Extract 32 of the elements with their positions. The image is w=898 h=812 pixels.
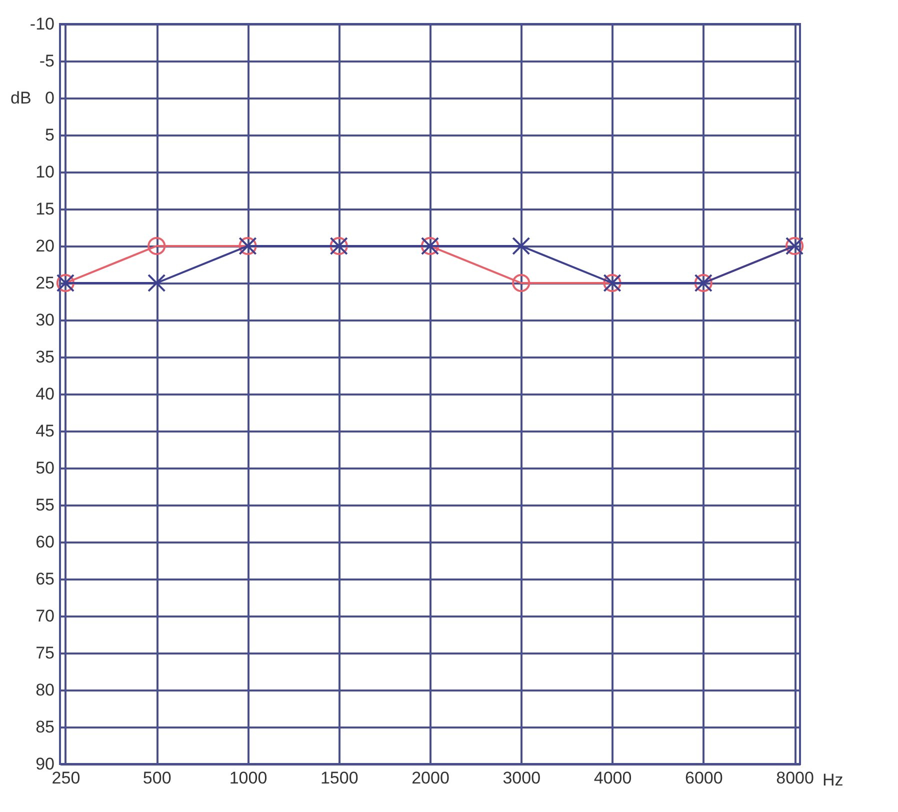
- x-tick-label: 1000: [229, 768, 268, 788]
- y-tick-label: 45: [36, 422, 54, 440]
- y-tick-label: 80: [36, 680, 54, 700]
- y-tick-label: 85: [36, 718, 54, 736]
- y-tick-label: 35: [36, 348, 54, 366]
- y-tick-label: 90: [36, 754, 54, 774]
- y-tick-label: 50: [36, 458, 54, 478]
- y-tick-label: 20: [36, 236, 54, 256]
- y-tick-label: 10: [36, 162, 54, 182]
- y-tick-label: 40: [36, 384, 54, 404]
- x-tick-label: 6000: [684, 768, 723, 788]
- y-tick-label: 30: [36, 310, 54, 330]
- y-tick-label: 15: [36, 200, 54, 218]
- y-tick-label: 75: [36, 644, 54, 662]
- x-axis-title: Hz: [822, 770, 844, 790]
- x-tick-label: 3000: [502, 768, 541, 788]
- x-tick-label: 8000: [776, 768, 814, 788]
- y-tick-label: 0: [45, 88, 54, 108]
- y-tick-label: 5: [45, 126, 54, 144]
- x-tick-label: 4000: [594, 768, 632, 788]
- x-tick-label: 2000: [412, 768, 450, 788]
- y-tick-label: -10: [30, 14, 54, 34]
- x-tick-label: 500: [142, 768, 172, 788]
- y-tick-label: 25: [36, 274, 54, 292]
- y-axis-title: dB: [10, 88, 32, 108]
- y-tick-label: 60: [36, 532, 54, 552]
- x-tick-label: 250: [52, 768, 80, 788]
- y-tick-label: -5: [39, 52, 54, 70]
- y-tick-label: 55: [36, 496, 54, 514]
- y-tick-label: 70: [36, 606, 54, 626]
- x-tick-label: 1500: [320, 768, 358, 788]
- y-tick-label: 65: [36, 570, 54, 588]
